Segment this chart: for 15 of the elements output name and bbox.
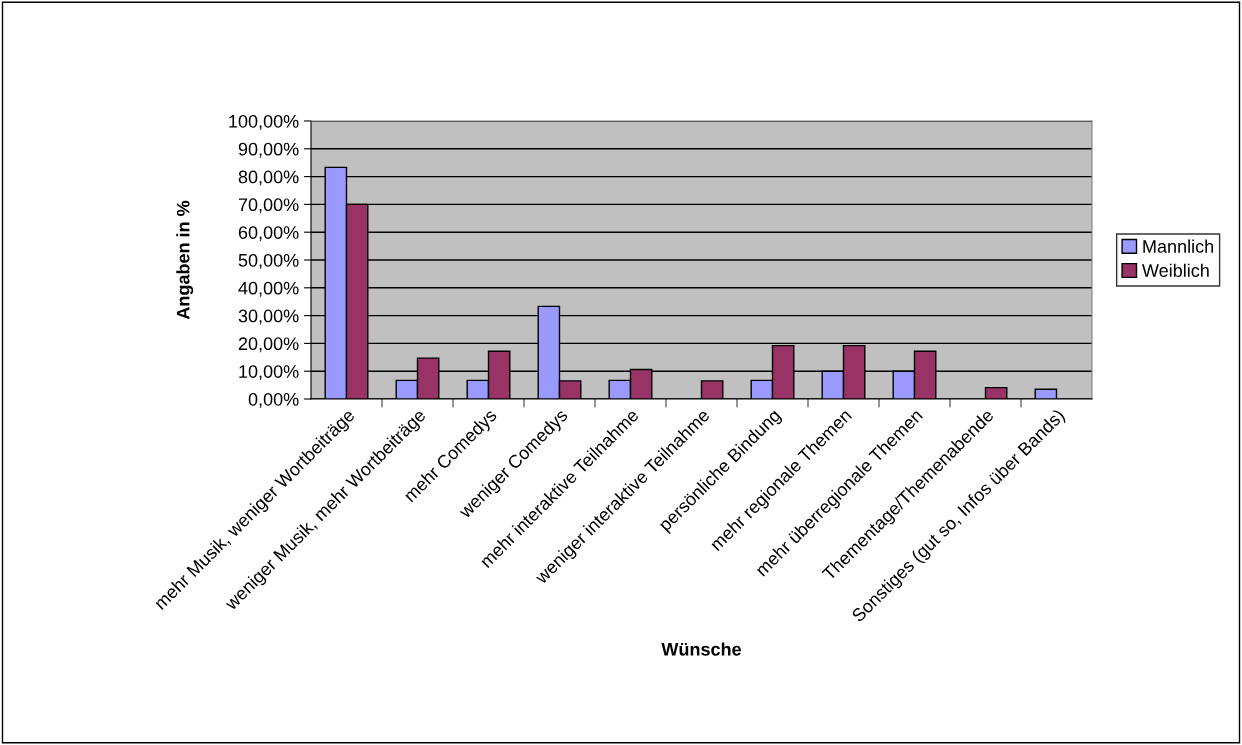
legend-label: Mannlich	[1143, 239, 1214, 253]
x-axis-title: Wünsche	[661, 642, 742, 656]
y-tick-label: 70,00%	[238, 198, 299, 214]
y-tick-label: 10,00%	[239, 365, 299, 381]
y-tick-label: 40,00%	[238, 281, 299, 297]
legend-label: Weiblich	[1142, 263, 1209, 277]
y-tick-label: 0,00%	[248, 392, 299, 408]
y-tick-label: 30,00%	[238, 309, 299, 325]
y-tick-label: 20,00%	[238, 337, 299, 353]
y-axis-title: Angaben in %	[176, 200, 194, 320]
y-tick-label: 100,00%	[229, 114, 299, 130]
y-tick-label: 90,00%	[238, 142, 299, 158]
y-tick-label: 50,00%	[238, 253, 299, 269]
y-tick-label: 60,00%	[238, 226, 299, 242]
y-tick-label: 80,00%	[238, 170, 299, 186]
